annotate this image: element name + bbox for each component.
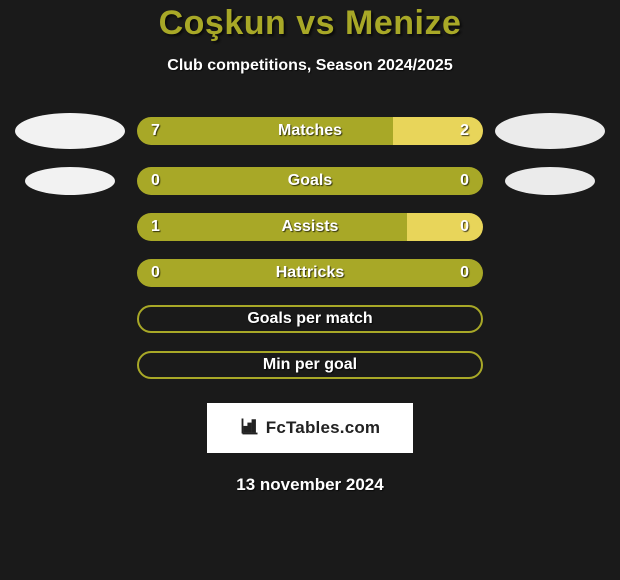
subtitle: Club competitions, Season 2024/2025 (0, 57, 620, 75)
stat-value-left: 0 (137, 259, 174, 287)
brand-text: FcTables.com (266, 418, 381, 438)
stat-value-right: 2 (446, 117, 483, 145)
stat-row: Goals0 0 (0, 167, 620, 195)
stat-row: Matches7 2 (0, 113, 620, 149)
stat-label: Goals per match (139, 307, 481, 331)
footer-date: 13 november 2024 (0, 475, 620, 495)
chart-icon (240, 416, 260, 441)
stat-row: Min per goal (0, 351, 620, 379)
stat-row: Goals per match (0, 305, 620, 333)
stat-label: Goals (137, 167, 483, 195)
stat-bar: Assists1 0 (137, 213, 483, 241)
stat-value-left: 1 (137, 213, 174, 241)
stat-bar: Matches7 2 (137, 117, 483, 145)
stat-label: Assists (137, 213, 483, 241)
title-vs: vs (296, 4, 335, 42)
stat-label: Matches (137, 117, 483, 145)
title-player2: Menize (345, 4, 461, 42)
player2-oval (505, 167, 595, 195)
stats-container: Matches72Goals00Assists10Hattricks00Goal… (0, 113, 620, 379)
stat-label: Hattricks (137, 259, 483, 287)
title-player1: Coşkun (159, 4, 287, 42)
stat-bar: Hattricks0 0 (137, 259, 483, 287)
comparison-infographic: Coşkun vs Menize Club competitions, Seas… (0, 0, 620, 580)
stat-bar: Goals per match (137, 305, 483, 333)
stat-value-right: 0 (446, 213, 483, 241)
stat-bar: Min per goal (137, 351, 483, 379)
stat-value-left: 7 (137, 117, 174, 145)
stat-value-right: 0 (446, 259, 483, 287)
player2-oval (495, 113, 605, 149)
stat-value-left: 0 (137, 167, 174, 195)
player1-oval (15, 113, 125, 149)
brand-badge: FcTables.com (207, 403, 413, 453)
stat-bar: Goals0 0 (137, 167, 483, 195)
title: Coşkun vs Menize (0, 0, 620, 43)
stat-label: Min per goal (139, 353, 481, 377)
player1-oval (25, 167, 115, 195)
stat-value-right: 0 (446, 167, 483, 195)
stat-row: Hattricks0 0 (0, 259, 620, 287)
stat-row: Assists1 0 (0, 213, 620, 241)
